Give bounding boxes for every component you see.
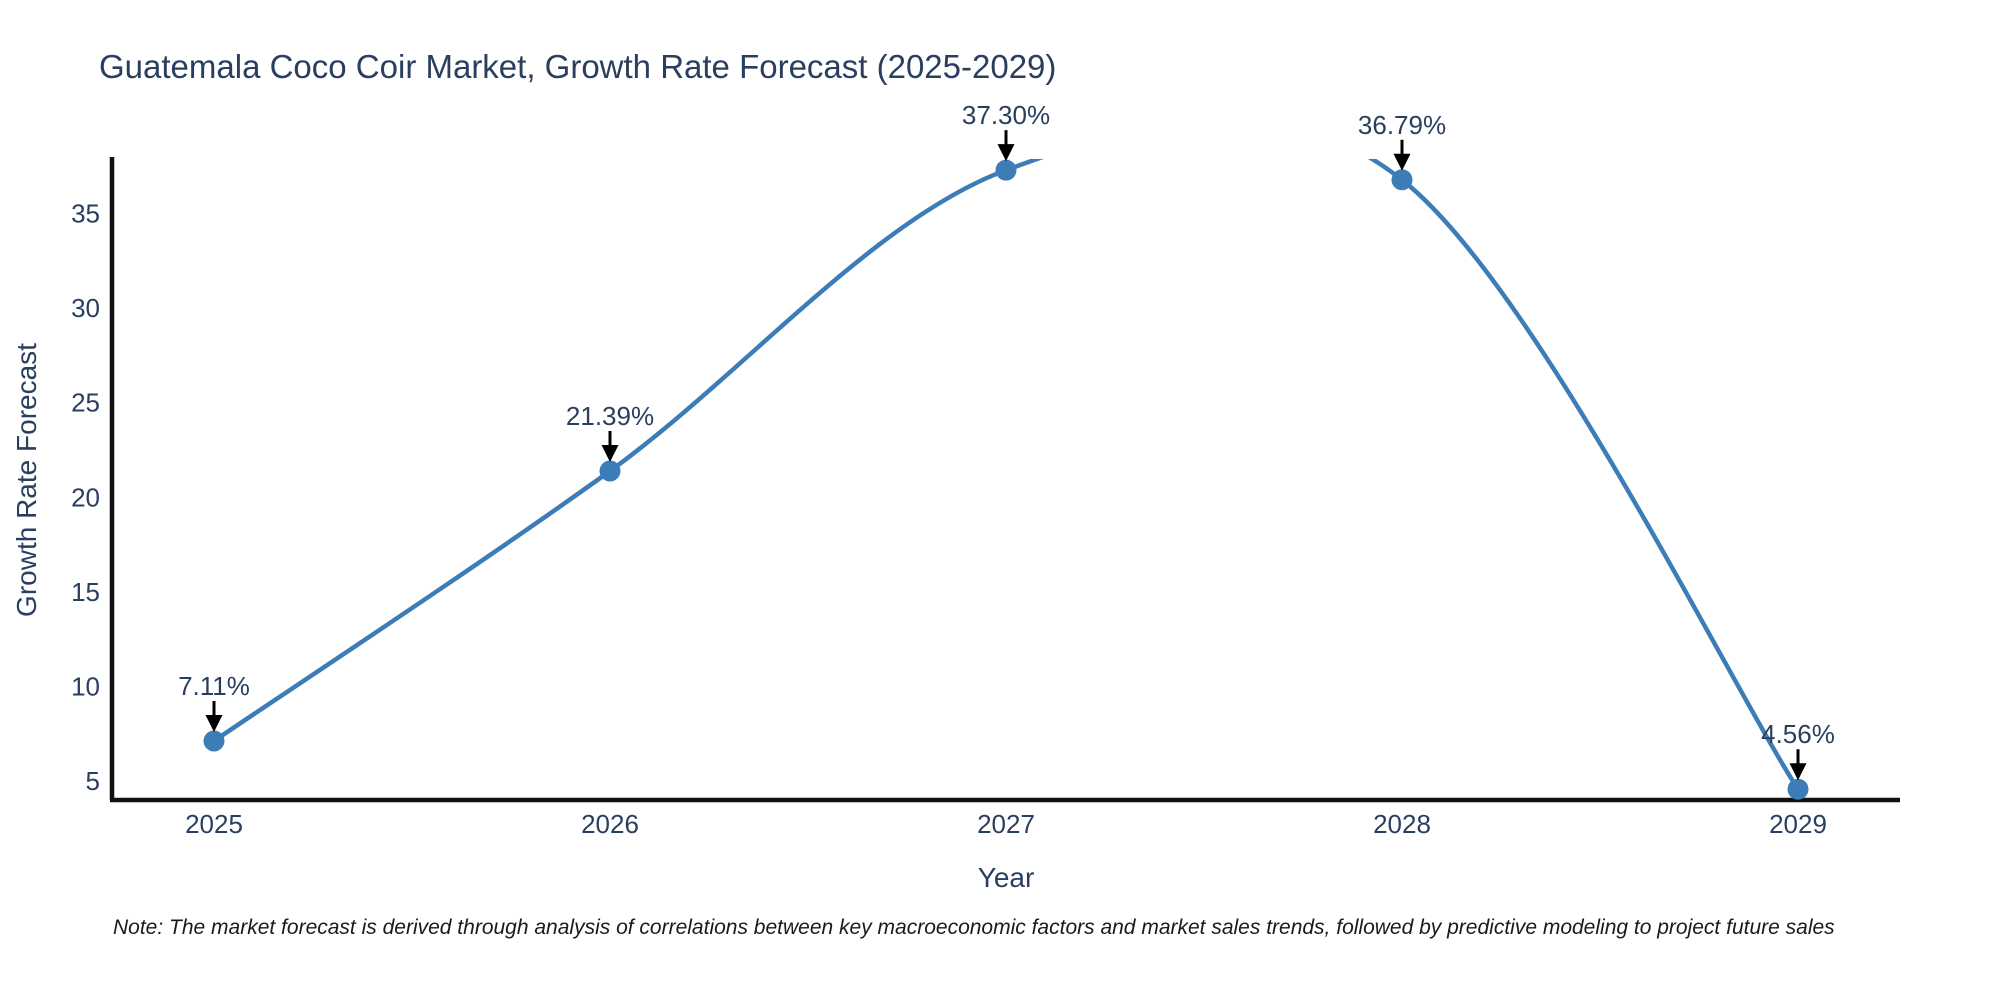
forecast-spline-line	[212, 159, 1800, 791]
annotation-label-2029: 4.56%	[1761, 719, 1835, 749]
y-tick-label-35: 35	[71, 199, 100, 229]
y-tick-label-30: 30	[71, 293, 100, 323]
x-tick-label-2027: 2027	[977, 809, 1035, 839]
annotation-arrowhead-2026	[601, 444, 619, 462]
y-tick-label-15: 15	[71, 577, 100, 607]
annotation-label-2027: 37.30%	[962, 100, 1050, 130]
data-point-marker-2028	[1391, 169, 1413, 191]
data-point-marker-2026	[599, 460, 621, 482]
x-tick-label-2025: 2025	[185, 809, 243, 839]
annotation-arrowhead-2025	[205, 715, 223, 733]
chart-title: Guatemala Coco Coir Market, Growth Rate …	[99, 48, 1057, 85]
x-tick-label-2028: 2028	[1373, 809, 1431, 839]
data-point-marker-2025	[203, 730, 225, 752]
data-point-marker-2029	[1787, 778, 1809, 800]
x-axis-title: Year	[977, 862, 1035, 893]
y-tick-labels: 5 10 15 20 25 30 35	[71, 199, 100, 796]
y-tick-label-25: 25	[71, 388, 100, 418]
data-point-marker-2027	[995, 159, 1017, 181]
x-tick-label-2029: 2029	[1769, 809, 1827, 839]
annotation-label-2025: 7.11%	[178, 671, 250, 701]
y-tick-label-5: 5	[86, 766, 100, 796]
annotation-arrowhead-2028	[1393, 153, 1411, 171]
footnote: Note: The market forecast is derived thr…	[113, 916, 1835, 939]
annotation-label-2026: 21.39%	[566, 401, 654, 431]
annotations: 7.11% 21.39% 37.30% 36.79% 4.56%	[178, 100, 1835, 781]
annotation-label-2028: 36.79%	[1358, 110, 1446, 140]
annotation-arrowhead-2029	[1789, 763, 1807, 781]
x-tick-labels: 2025 2026 2027 2028 2029	[185, 809, 1827, 839]
y-tick-label-20: 20	[71, 482, 100, 512]
y-tick-label-10: 10	[71, 671, 100, 701]
data-point-markers	[203, 159, 1809, 800]
annotation-arrowhead-2027	[997, 144, 1015, 162]
y-axis-title: Growth Rate Forecast	[11, 343, 42, 617]
x-tick-label-2026: 2026	[581, 809, 639, 839]
